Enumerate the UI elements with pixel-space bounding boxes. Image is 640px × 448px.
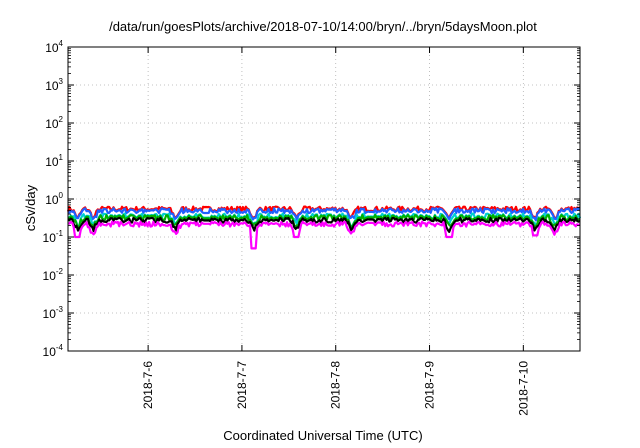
x-tick-label: 2018-7-10 — [516, 361, 530, 416]
y-tick-label: 10-4 — [43, 343, 64, 359]
y-tick-label: 102 — [45, 115, 63, 131]
series-group — [66, 205, 582, 250]
y-tick-label: 10-3 — [43, 305, 64, 321]
grid-lines — [68, 47, 580, 351]
x-axis: 2018-7-6 2018-7-7 2018-7-8 2018-7-9 2018-7-1… — [141, 47, 530, 416]
y-tick-label: 10-1 — [43, 229, 64, 245]
chart-title: /data/run/goesPlots/archive/2018-07-10/1… — [109, 19, 537, 34]
series-line — [67, 207, 581, 222]
x-tick-label: 2018-7-6 — [141, 361, 155, 409]
y-tick-label: 103 — [45, 77, 63, 93]
x-tick-label: 2018-7-8 — [329, 361, 343, 409]
series-line — [67, 220, 581, 250]
x-tick-label: 2018-7-9 — [423, 361, 437, 409]
y-axis-label: cSv/day — [23, 184, 38, 231]
x-axis-label: Coordinated Universal Time (UTC) — [223, 428, 422, 443]
x-tick-label: 2018-7-7 — [235, 361, 249, 409]
y-tick-label: 100 — [45, 191, 63, 207]
y-tick-label: 101 — [45, 153, 63, 169]
y-tick-label: 104 — [45, 39, 63, 55]
y-tick-label: 10-2 — [43, 267, 64, 283]
y-axis: 104 103 102 101 100 10-1 10-2 10-3 10-4 — [43, 39, 580, 359]
series-line — [67, 213, 581, 231]
series-line — [67, 216, 581, 233]
